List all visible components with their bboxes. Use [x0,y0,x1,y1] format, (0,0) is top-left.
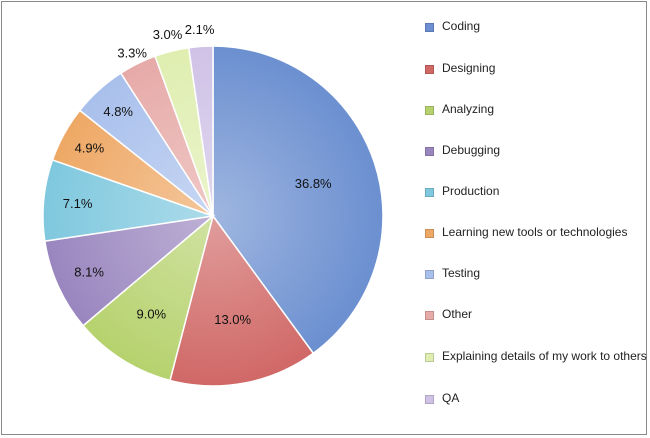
legend-item-qa: QA [425,391,647,406]
legend-swatch [425,229,434,238]
legend-swatch [425,311,434,320]
legend-item-debugging: Debugging [425,143,647,158]
legend-swatch [425,106,434,115]
data-label-qa: 2.1% [185,22,215,37]
data-label-testing: 4.8% [103,104,133,119]
legend-swatch [425,188,434,197]
data-label-production: 7.1% [63,196,93,211]
pie-slice-debugging [44,214,216,327]
legend-label: QA [442,391,460,405]
pie-slice-qa [187,45,214,217]
data-label-learning-new-tools-or-technologies: 4.9% [75,140,105,155]
legend-item-learning-new-tools-or-technologies: Learning new tools or technologies [425,225,647,240]
legend: Coding Designing Analyzing Debugging Product… [425,10,647,428]
legend-swatch [425,23,434,32]
legend-label: Explaining details of my work to others [442,349,647,363]
legend-item-testing: Testing [425,266,647,281]
pie-slices [42,45,384,387]
legend-label: Learning new tools or technologies [442,225,628,239]
legend-label: Testing [442,266,481,280]
legend-swatch [425,270,434,279]
legend-swatch [425,353,434,362]
data-label-coding: 36.8% [295,176,332,191]
legend-label: Analyzing [442,102,495,116]
pie-data-labels: 36.8% 13.0% 9.0% 8.1% 7.1% 4.9% 4.8% 3.3% 3.0% 2.… [63,22,332,327]
data-label-analyzing: 9.0% [136,306,166,321]
legend-swatch [425,147,434,156]
legend-swatch [425,395,434,404]
pie-slice-designing [169,214,315,387]
legend-item-coding: Coding [425,19,647,34]
legend-item-production: Production [425,184,647,199]
legend-item-other: Other [425,307,647,322]
legend-label: Debugging [442,143,501,157]
pie-slice-analyzing [82,213,215,382]
pie-slice-coding [212,45,384,355]
legend-item-designing: Designing [425,61,647,76]
data-label-designing: 13.0% [214,312,251,327]
legend-swatch [425,65,434,74]
legend-item-explaining-details-of-my-work-to-others: Explaining details of my work to others [425,349,647,364]
legend-label: Production [442,184,500,198]
legend-label: Other [442,307,473,321]
data-label-explaining-details-of-my-work-to-others: 3.0% [153,27,183,42]
legend-label: Coding [442,19,481,33]
data-label-debugging: 8.1% [74,265,104,280]
data-label-other: 3.3% [117,46,147,61]
legend-label: Designing [442,61,496,75]
legend-item-analyzing: Analyzing [425,102,647,117]
